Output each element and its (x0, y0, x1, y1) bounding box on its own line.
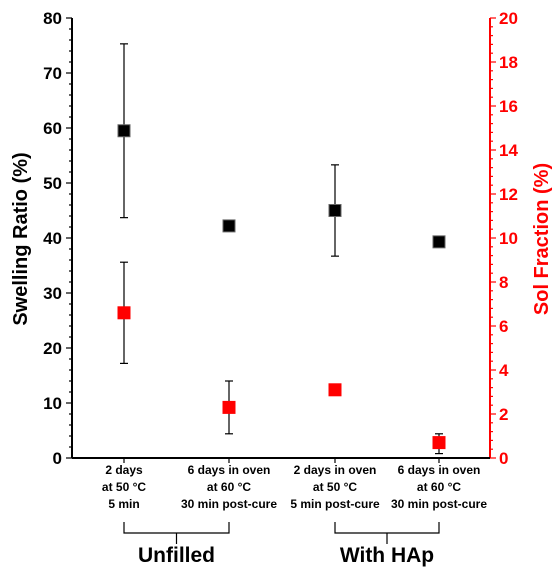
left-tick-label: 60 (43, 119, 62, 138)
error-bars (120, 43, 443, 455)
right-tick-label: 2 (499, 405, 508, 424)
right-axis-ticks: 0 2 4 6 8 10 12 14 16 18 20 (490, 9, 518, 468)
left-tick-label: 20 (43, 339, 62, 358)
left-tick-label: 70 (43, 64, 62, 83)
left-tick-label: 10 (43, 394, 62, 413)
left-tick-label: 40 (43, 229, 62, 248)
right-tick-label: 18 (499, 53, 518, 72)
group-brackets: Unfilled With HAp (123, 522, 440, 567)
category-label-line: 5 min (108, 497, 139, 511)
group-label: With HAp (340, 544, 434, 567)
category-label-line: 6 days in oven (188, 463, 271, 477)
right-tick-label: 14 (499, 141, 518, 160)
group-label: Unfilled (138, 544, 215, 567)
right-axis-title: Sol Fraction (%) (531, 163, 553, 315)
category-label-line: 30 min post-cure (181, 497, 277, 511)
swelling-ratio-marker (432, 235, 446, 249)
left-tick-label: 0 (53, 449, 62, 468)
sol-fraction-marker (117, 306, 131, 320)
category-label-line: 6 days in oven (398, 463, 481, 477)
data-markers (117, 124, 446, 450)
left-tick-label: 80 (43, 9, 62, 28)
sol-fraction-marker (222, 400, 236, 414)
right-tick-label: 20 (499, 9, 518, 28)
sol-fraction-marker (432, 436, 446, 450)
swelling-ratio-marker (222, 219, 236, 233)
category-label-line: 2 days in oven (294, 463, 377, 477)
left-axis-ticks: 0 10 20 30 40 50 60 70 80 (43, 9, 72, 468)
category-label-line: 2 days (105, 463, 143, 477)
right-tick-label: 0 (499, 449, 508, 468)
right-tick-label: 6 (499, 317, 508, 336)
right-tick-label: 16 (499, 97, 518, 116)
right-tick-label: 12 (499, 185, 518, 204)
right-tick-label: 4 (499, 361, 509, 380)
category-label-line: at 50 °C (313, 480, 357, 494)
swelling-ratio-marker (328, 204, 342, 217)
sol-fraction-marker (328, 383, 342, 397)
category-label-line: 5 min post-cure (290, 497, 380, 511)
axes (71, 18, 491, 463)
right-tick-label: 10 (499, 229, 518, 248)
category-labels: 2 days at 50 °C 5 min 6 days in oven at 60 °… (102, 463, 487, 511)
group-bracket (334, 522, 440, 544)
left-tick-label: 50 (43, 174, 62, 193)
category-label-line: at 60 °C (207, 480, 251, 494)
left-tick-label: 30 (43, 284, 62, 303)
right-tick-label: 8 (499, 273, 508, 292)
left-axis-title: Swelling Ratio (%) (10, 152, 32, 325)
category-label-line: at 50 °C (102, 480, 146, 494)
group-bracket (123, 522, 230, 544)
category-label-line: 30 min post-cure (391, 497, 487, 511)
category-label-line: at 60 °C (417, 480, 461, 494)
swelling-ratio-marker (117, 124, 131, 138)
